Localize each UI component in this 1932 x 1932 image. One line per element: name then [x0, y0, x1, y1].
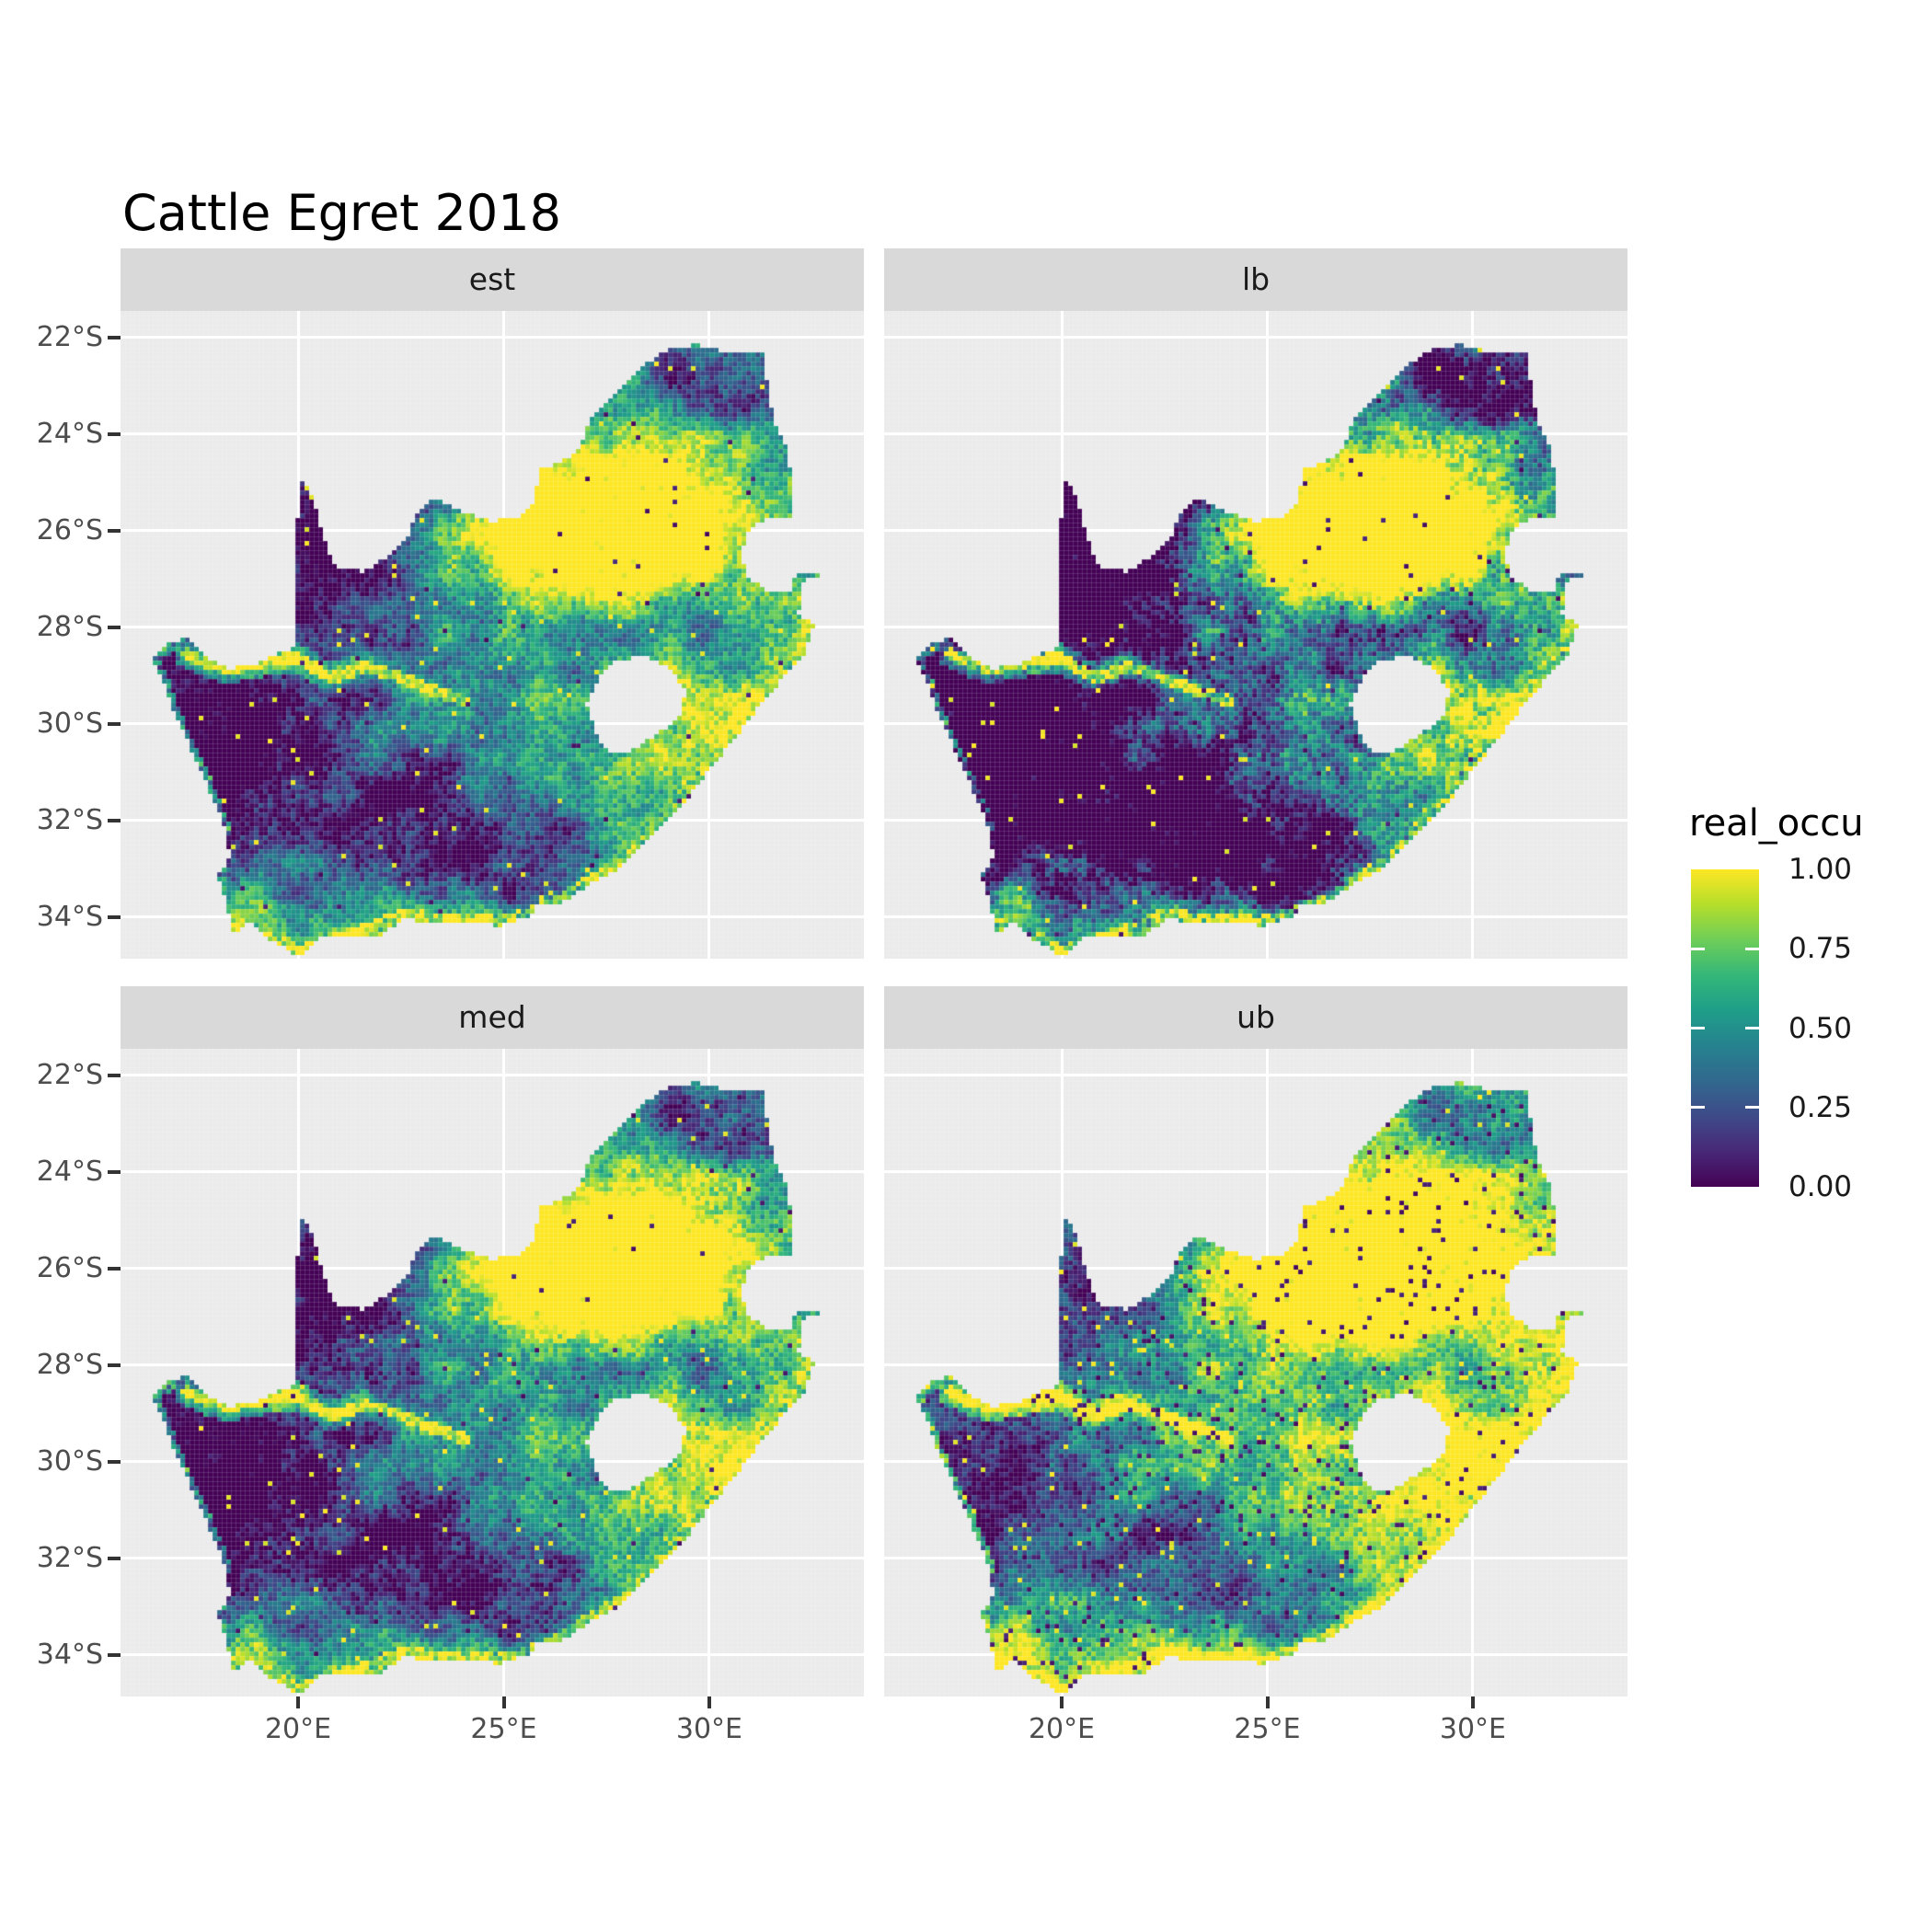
facet-strip-lb: lb	[884, 248, 1627, 311]
y-axis-tick-label: 26°S	[36, 513, 103, 546]
y-axis-tick-label: 32°S	[36, 1541, 103, 1574]
facet-panel-lb	[884, 311, 1627, 959]
x-axis-tick-label: 20°E	[264, 1713, 332, 1745]
x-axis-tick-label: 25°E	[1234, 1713, 1301, 1745]
y-axis-tick-label: 34°S	[36, 900, 103, 933]
x-axis-tick	[1265, 1696, 1270, 1708]
facet-panel-med	[121, 1049, 864, 1696]
y-axis-tick	[108, 625, 121, 629]
y-axis-tick	[108, 914, 121, 919]
x-axis-tick	[707, 1696, 711, 1708]
y-axis-tick-label: 30°S	[36, 1444, 103, 1478]
y-axis-tick	[108, 1652, 121, 1657]
legend-bar-tick	[1745, 947, 1759, 950]
occupancy-raster-ub	[884, 1049, 1627, 1696]
legend-bar-tick	[1691, 1027, 1705, 1029]
facet-panel-ub	[884, 1049, 1627, 1696]
legend-tick-label: 0.75	[1788, 932, 1853, 966]
x-axis-tick	[1470, 1696, 1475, 1708]
facet-strip-med: med	[121, 986, 864, 1049]
legend-tick-label: 0.00	[1788, 1170, 1853, 1203]
x-axis-tick-label: 30°E	[1439, 1713, 1507, 1745]
x-axis-tick-label: 25°E	[470, 1713, 537, 1745]
y-axis-tick-label: 24°S	[36, 1155, 103, 1188]
x-axis-tick-label: 30°E	[675, 1713, 743, 1745]
legend-bar-tick	[1745, 1106, 1759, 1110]
y-axis-tick-label: 28°S	[36, 610, 103, 643]
facet-panel-est	[121, 311, 864, 959]
legend-bar-tick	[1745, 1027, 1759, 1029]
y-axis-tick	[108, 1169, 121, 1174]
y-axis-tick	[108, 721, 121, 726]
y-axis-tick-label: 32°S	[36, 803, 103, 836]
y-axis-tick	[108, 1556, 121, 1560]
y-axis-tick	[108, 431, 121, 436]
y-axis-tick	[108, 1266, 121, 1271]
y-axis-tick	[108, 1459, 121, 1464]
y-axis-tick-label: 22°S	[36, 320, 103, 353]
occupancy-raster-med	[121, 1049, 864, 1696]
y-axis-tick	[108, 1073, 121, 1077]
legend-bar-tick	[1691, 947, 1705, 950]
plot-title: Cattle Egret 2018	[122, 184, 561, 242]
legend-bar-tick	[1691, 1106, 1705, 1110]
legend-tick-label: 0.50	[1788, 1011, 1853, 1045]
legend-title: real_occu	[1689, 802, 1864, 845]
x-axis-tick	[501, 1696, 506, 1708]
x-axis-tick	[1060, 1696, 1064, 1708]
y-axis-tick	[108, 1363, 121, 1367]
y-axis-tick	[108, 335, 121, 339]
y-axis-tick	[108, 528, 121, 533]
y-axis-tick	[108, 818, 121, 822]
occupancy-raster-est	[121, 311, 864, 959]
y-axis-tick-label: 34°S	[36, 1638, 103, 1671]
y-axis-tick-label: 22°S	[36, 1058, 103, 1091]
legend-tick-label: 1.00	[1788, 853, 1853, 886]
facet-strip-ub: ub	[884, 986, 1627, 1049]
y-axis-tick-label: 26°S	[36, 1251, 103, 1284]
y-axis-tick-label: 30°S	[36, 707, 103, 740]
facet-strip-est: est	[121, 248, 864, 311]
x-axis-tick-label: 20°E	[1028, 1713, 1096, 1745]
y-axis-tick-label: 24°S	[36, 417, 103, 450]
occupancy-raster-lb	[884, 311, 1627, 959]
x-axis-tick	[296, 1696, 301, 1708]
legend-tick-label: 0.25	[1788, 1090, 1853, 1124]
y-axis-tick-label: 28°S	[36, 1348, 103, 1381]
